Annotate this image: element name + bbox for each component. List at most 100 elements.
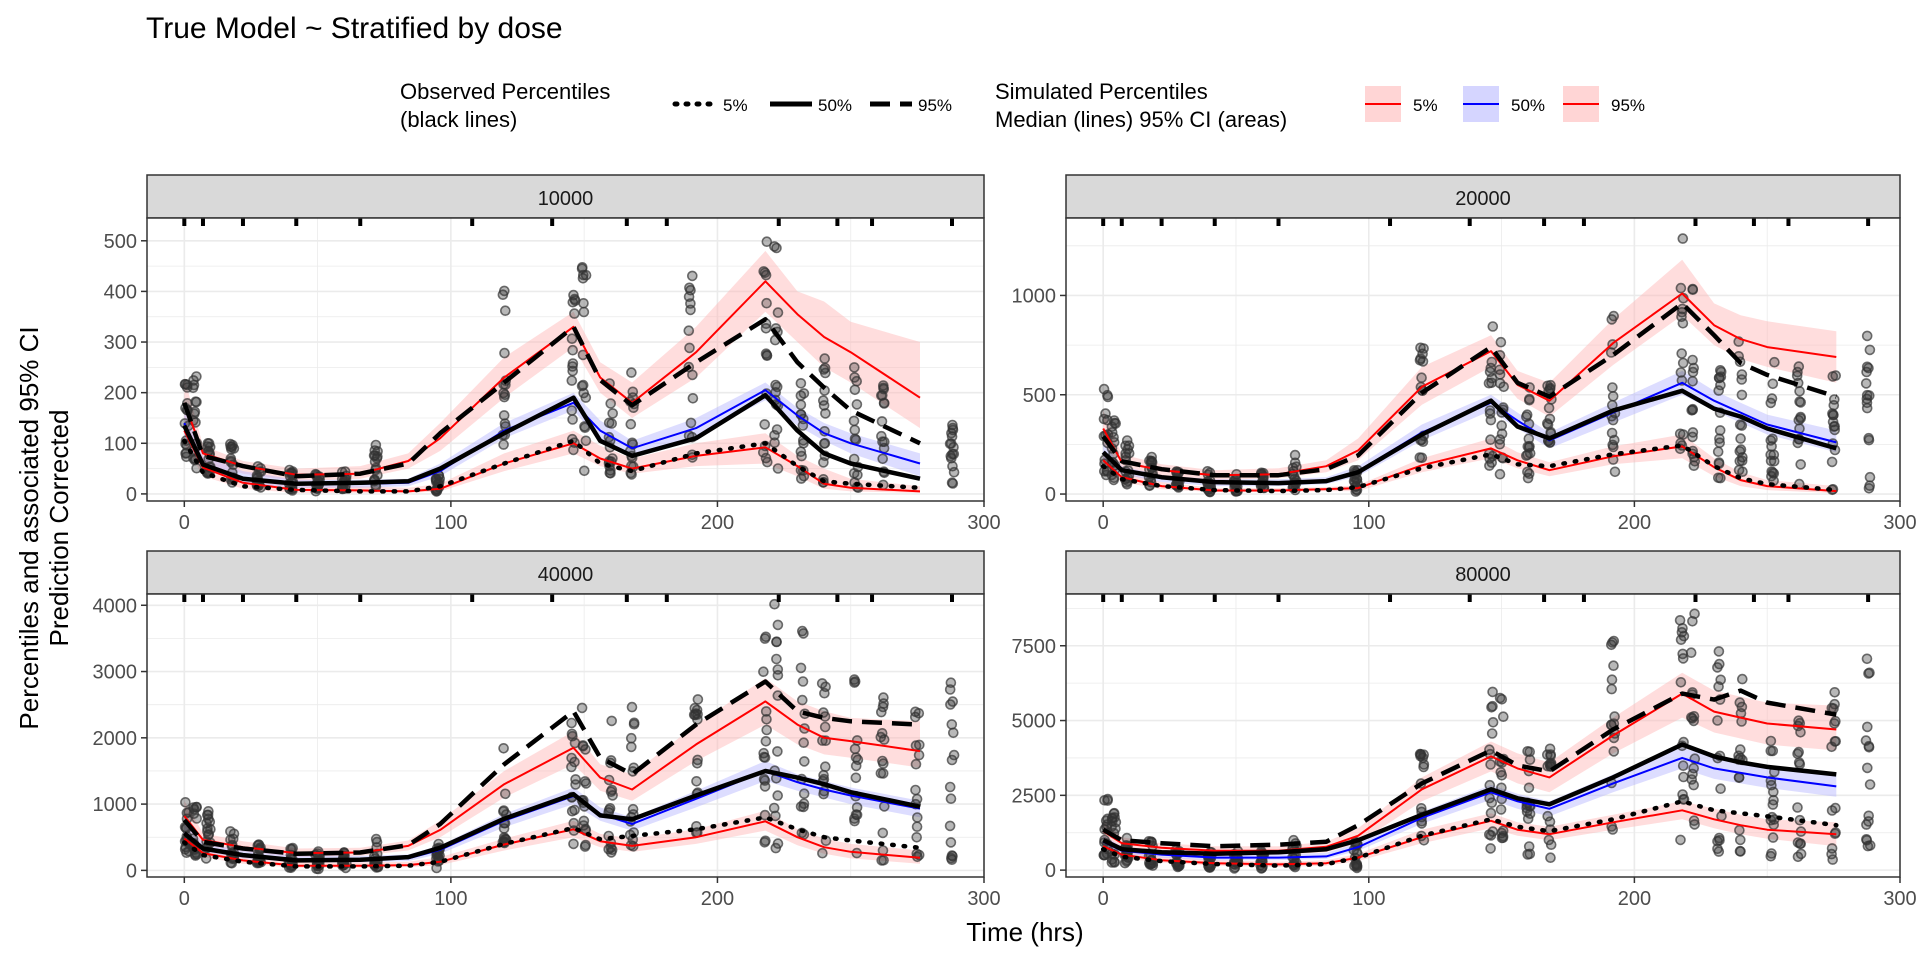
observed-point (1765, 850, 1777, 862)
sim-p95-ci-band (184, 250, 921, 482)
observed-point (498, 742, 509, 754)
observed-point (911, 831, 923, 843)
observed-point (849, 815, 860, 827)
observed-point (1678, 794, 1689, 805)
observed-point (1483, 377, 1495, 389)
observed-point (567, 365, 579, 377)
legend-observed-keys: 5% 50% 95% (672, 96, 952, 115)
observed-point (769, 437, 780, 449)
observed-point (771, 653, 782, 665)
y-axis: 0 100 200 300 400 500 (104, 231, 147, 506)
observed-point (1485, 843, 1496, 854)
observed-point (369, 450, 381, 461)
observed-point (760, 631, 772, 643)
observed-point (1793, 361, 1805, 372)
observed-point (1795, 726, 1806, 738)
observed-point (606, 418, 618, 429)
sim-p50-ci-band (184, 761, 921, 863)
observed-point (1098, 383, 1110, 395)
observed-point (1765, 745, 1777, 757)
observed-point (1498, 711, 1509, 723)
y-tick-label: 0 (1045, 860, 1056, 882)
observed-point (820, 408, 831, 419)
observed-point (947, 460, 958, 472)
observed-point (945, 438, 957, 449)
panel-background (147, 218, 984, 501)
panel-border (1065, 593, 1901, 878)
observed-point (190, 850, 201, 861)
observed-point (1609, 434, 1620, 446)
observed-point (605, 847, 617, 858)
observed-point (1689, 819, 1700, 830)
legend: Observed Percentiles (black lines) 5% 50%… (400, 79, 1645, 132)
observed-point (1862, 762, 1873, 774)
x-axis: 0 100 200 300 (1098, 501, 1917, 534)
observed-point (1715, 366, 1727, 378)
observed-point (849, 677, 860, 688)
observed-point (1769, 356, 1780, 368)
bin-boundary-ticks (1101, 218, 1871, 226)
observed-point (1487, 716, 1499, 728)
observed-point (228, 443, 240, 454)
observed-point (877, 453, 889, 465)
observed-point (1685, 647, 1697, 659)
observed-point (946, 854, 958, 866)
y-tick-label: 1000 (93, 794, 138, 816)
observed-point (1686, 404, 1697, 416)
observed-point (1861, 330, 1873, 342)
observed-point (1793, 715, 1804, 727)
y-axis: 0 1000 2000 3000 4000 (93, 595, 147, 882)
observed-point (850, 772, 862, 784)
observed-point (604, 802, 616, 814)
observed-point (1687, 354, 1698, 366)
observed-p50-line (182, 768, 921, 863)
observed-point (1606, 674, 1618, 686)
observed-point (946, 477, 958, 489)
observed-point (1829, 736, 1841, 747)
observed-point (796, 694, 808, 706)
observed-point (576, 380, 588, 392)
sim-p5-median-line (183, 820, 921, 867)
observed-point (849, 384, 861, 396)
observed-p5-line (182, 438, 923, 494)
observed-point (1545, 852, 1556, 864)
legend-observed-label: 50% (818, 96, 852, 115)
observed-point (876, 430, 887, 442)
observed-point (691, 757, 703, 769)
observed-point (759, 836, 771, 848)
observed-point (566, 333, 578, 345)
observed-point (180, 796, 191, 808)
panel-border (1065, 217, 1901, 502)
observed-point (1606, 683, 1617, 695)
observed-point (1289, 449, 1301, 461)
observed-point (877, 768, 889, 779)
observed-point (606, 715, 618, 727)
observed-point (1674, 614, 1686, 626)
observed-point (577, 740, 589, 751)
observed-point (577, 272, 589, 284)
observed-point (692, 754, 703, 766)
bin-boundary-ticks (1101, 594, 1871, 602)
observed-point (1735, 433, 1746, 444)
observed-point (759, 809, 771, 821)
observed-point (852, 469, 863, 481)
observed-point (1521, 411, 1532, 423)
y-tick-label: 5000 (1012, 711, 1057, 733)
observed-point (1487, 826, 1499, 837)
observed-point (817, 847, 828, 859)
observed-point (1688, 710, 1700, 722)
y-tick-label: 0 (126, 860, 137, 882)
observed-point (1351, 862, 1363, 874)
legend-observed-p50: 50% (770, 96, 852, 115)
observed-point (1734, 824, 1745, 836)
observed-point (1826, 741, 1837, 753)
observed-point (579, 776, 591, 787)
observed-p50-line (1101, 388, 1837, 486)
observed-point (1523, 782, 1535, 794)
legend-simulated-title-line2: Median (lines) 95% CI (areas) (995, 107, 1287, 132)
observed-p95-line (1102, 688, 1837, 849)
observed-point (1677, 233, 1689, 244)
observed-point (687, 392, 699, 404)
